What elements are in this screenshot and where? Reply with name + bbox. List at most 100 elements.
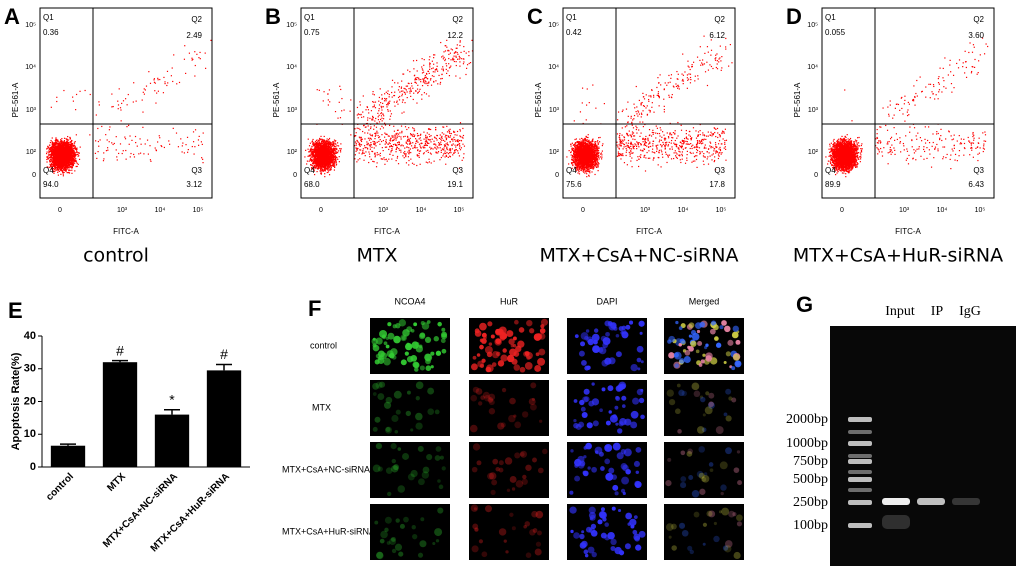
dot — [117, 108, 119, 110]
dot — [53, 151, 55, 154]
dot — [75, 158, 77, 160]
dot — [326, 149, 328, 152]
dot — [187, 148, 189, 151]
dot — [65, 166, 68, 169]
dot — [63, 149, 65, 151]
dot — [321, 165, 323, 168]
dot — [322, 164, 324, 166]
dot — [326, 153, 329, 155]
panel-caption: control — [83, 245, 149, 267]
dot — [67, 143, 69, 145]
dot — [68, 143, 70, 145]
dot — [117, 100, 119, 102]
dot — [329, 156, 331, 158]
dot — [328, 154, 330, 156]
dot — [68, 164, 70, 166]
dot — [325, 142, 327, 145]
dot — [71, 167, 74, 169]
dot — [52, 165, 54, 167]
dot — [52, 168, 54, 170]
dot — [311, 150, 313, 152]
dot — [53, 163, 55, 165]
dot — [329, 144, 331, 146]
dot — [47, 166, 49, 168]
dot — [333, 152, 336, 154]
dot — [198, 57, 200, 59]
dot — [63, 167, 66, 169]
dot — [112, 143, 114, 146]
dot — [329, 169, 331, 171]
dot — [329, 149, 331, 151]
y-axis-label: PE-561-A — [11, 82, 20, 117]
dot — [74, 156, 76, 158]
dot — [59, 150, 62, 153]
dot — [59, 159, 61, 161]
dot — [335, 156, 337, 158]
dot — [116, 159, 118, 161]
dot — [320, 172, 322, 174]
dot — [323, 143, 325, 145]
dot — [46, 148, 48, 150]
dot — [331, 144, 334, 146]
dot — [53, 159, 56, 161]
dot — [50, 168, 52, 170]
dot — [71, 143, 73, 145]
dot — [53, 156, 56, 158]
dot — [69, 141, 71, 143]
dot — [67, 148, 69, 150]
dot — [61, 161, 63, 164]
dot — [193, 153, 195, 155]
dot — [328, 139, 330, 141]
dot — [61, 157, 63, 159]
dot — [327, 158, 329, 160]
dot — [313, 166, 316, 168]
dot — [153, 79, 155, 81]
dot — [318, 164, 320, 166]
dot — [55, 146, 58, 148]
dot — [55, 141, 58, 144]
dot — [60, 165, 62, 167]
dot — [50, 147, 52, 149]
dot — [311, 146, 313, 148]
dot — [52, 147, 54, 149]
dot — [109, 126, 111, 128]
dot — [328, 164, 330, 166]
dot — [332, 147, 335, 149]
dot — [69, 161, 71, 164]
dot — [77, 153, 79, 155]
dot — [330, 153, 332, 155]
dot — [60, 158, 62, 160]
dot — [318, 154, 320, 157]
dot — [56, 156, 58, 158]
dot — [324, 167, 326, 169]
dot — [317, 155, 319, 158]
dot — [68, 162, 70, 164]
dot — [97, 127, 99, 130]
dot — [52, 149, 54, 152]
dot — [62, 155, 65, 157]
dot — [310, 159, 313, 162]
dot — [321, 154, 324, 156]
dot — [314, 158, 316, 160]
dot — [71, 156, 74, 158]
dot — [59, 144, 61, 146]
dot — [79, 90, 81, 92]
dot — [52, 148, 55, 150]
dot — [323, 154, 325, 156]
dot — [314, 143, 316, 145]
quadrant-label: 3.12 — [186, 180, 202, 189]
dot — [318, 156, 320, 158]
dot — [69, 153, 71, 156]
dot — [325, 159, 327, 162]
dot — [56, 167, 58, 169]
dot — [48, 148, 50, 150]
dot — [72, 149, 74, 152]
dot — [332, 157, 334, 159]
dot — [164, 83, 166, 85]
dot — [313, 161, 316, 163]
dot — [67, 172, 69, 174]
dot — [67, 149, 69, 152]
dot — [318, 154, 320, 156]
dot — [142, 126, 144, 128]
dot — [315, 166, 317, 168]
